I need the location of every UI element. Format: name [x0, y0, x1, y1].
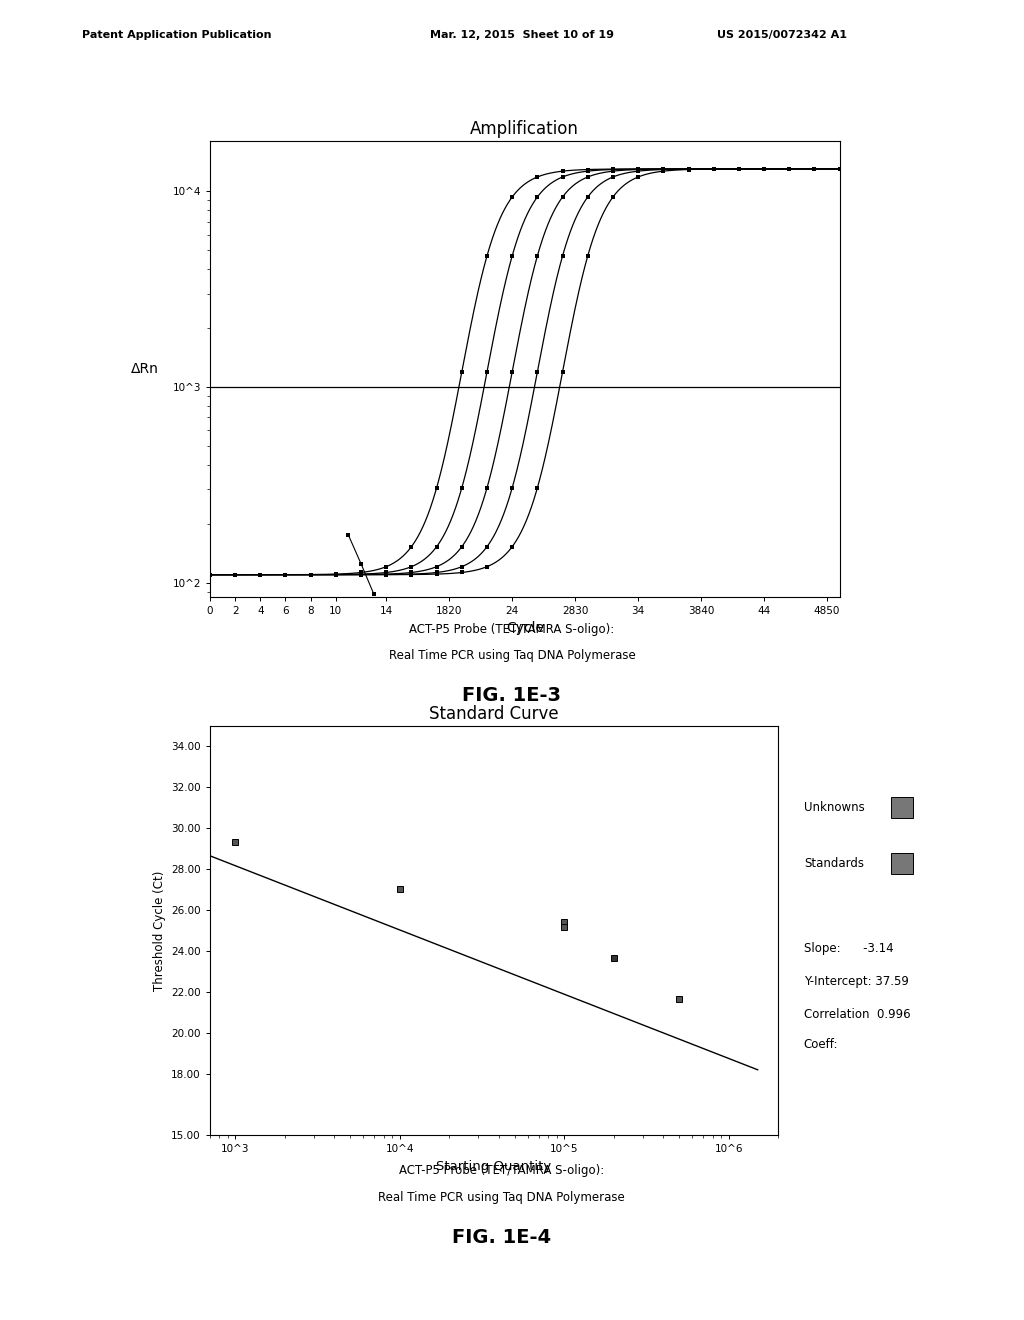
- Y-axis label: Threshold Cycle (Ct): Threshold Cycle (Ct): [153, 870, 166, 991]
- Y-axis label: ΔRn: ΔRn: [131, 362, 159, 376]
- X-axis label: Cycle: Cycle: [506, 622, 544, 635]
- Text: Mar. 12, 2015  Sheet 10 of 19: Mar. 12, 2015 Sheet 10 of 19: [430, 30, 614, 41]
- Text: ACT-P5 Probe (TET/TAMRA S-oligo):: ACT-P5 Probe (TET/TAMRA S-oligo):: [410, 623, 614, 636]
- Text: US 2015/0072342 A1: US 2015/0072342 A1: [717, 30, 847, 41]
- Text: Unknowns: Unknowns: [804, 801, 864, 814]
- Text: ACT-P5 Probe (TET/TAMRA S-oligo):: ACT-P5 Probe (TET/TAMRA S-oligo):: [399, 1164, 604, 1177]
- Title: Amplification: Amplification: [470, 120, 580, 139]
- Text: Slope:      -3.14: Slope: -3.14: [804, 942, 894, 956]
- Title: Standard Curve: Standard Curve: [429, 705, 559, 723]
- Text: Patent Application Publication: Patent Application Publication: [82, 30, 271, 41]
- Text: FIG. 1E-4: FIG. 1E-4: [453, 1228, 551, 1246]
- Text: Real Time PCR using Taq DNA Polymerase: Real Time PCR using Taq DNA Polymerase: [389, 649, 635, 663]
- Text: FIG. 1E-3: FIG. 1E-3: [463, 686, 561, 705]
- Text: Standards: Standards: [804, 857, 864, 870]
- Text: Real Time PCR using Taq DNA Polymerase: Real Time PCR using Taq DNA Polymerase: [379, 1191, 625, 1204]
- X-axis label: Starting Quantity: Starting Quantity: [436, 1160, 552, 1172]
- Text: Coeff:: Coeff:: [804, 1038, 839, 1051]
- Text: Y-Intercept: 37.59: Y-Intercept: 37.59: [804, 975, 908, 989]
- Text: Correlation  0.996: Correlation 0.996: [804, 1008, 910, 1022]
